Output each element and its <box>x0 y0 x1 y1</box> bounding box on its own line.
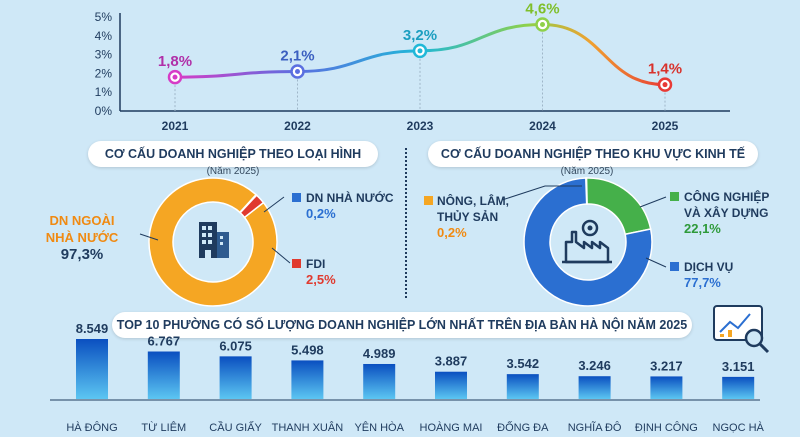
label-fdi: FDI 2,5% <box>306 257 336 287</box>
analytics-icon <box>713 305 770 354</box>
label-dich-vu: DỊCH VỤ 77,7% <box>684 260 734 290</box>
line-data-label: 4,6% <box>525 1 559 18</box>
donut2-title: CƠ CẤU DOANH NGHIỆP THEO KHU VỰC KINH TẾ <box>428 141 758 167</box>
bars-title: TOP 10 PHƯỜNG CÓ SỐ LƯỢNG DOANH NGHIỆP L… <box>112 312 692 338</box>
vertical-divider <box>405 148 407 298</box>
bar-category-label: HOÀNG MAI <box>420 421 483 434</box>
bar-value-label: 3.151 <box>722 359 755 374</box>
nong-swatch <box>424 196 433 205</box>
bar-category-label: THANH XUÂN <box>272 421 344 434</box>
label-nong-lam-thuy-san: NÔNG, LÂM, THỦY SẢN 0,2% <box>437 194 509 240</box>
bar-value-label: 4.989 <box>363 346 396 361</box>
bar <box>650 376 683 399</box>
line-point-core <box>540 22 545 28</box>
y-tick-label: 3% <box>95 48 113 62</box>
bar-value-label: 3.542 <box>507 356 540 371</box>
bar-value-label: 5.498 <box>291 342 324 357</box>
label-dn-ngoai: DN NGOÀI NHÀ NƯỚC 97,3% <box>45 213 119 263</box>
bar <box>435 371 467 399</box>
label-dn-nha-nuoc: DN NHÀ NƯỚC 0,2% <box>306 191 394 221</box>
factory-icon <box>562 219 612 264</box>
bar <box>363 363 396 399</box>
bar-value-label: 6.767 <box>148 334 181 349</box>
bar <box>291 360 324 399</box>
y-tick-label: 0% <box>95 104 113 118</box>
x-tick-label: 2025 <box>652 119 679 133</box>
x-tick-label: 2023 <box>407 119 434 133</box>
bar-category-label: NGỌC HÀ <box>713 421 765 434</box>
bar-value-label: 3.887 <box>435 354 468 369</box>
x-tick-label: 2021 <box>162 119 189 133</box>
bar-value-label: 3.246 <box>578 358 611 373</box>
donut1-title: CƠ CẤU DOANH NGHIỆP THEO LOẠI HÌNH <box>88 141 378 167</box>
donut-slice <box>239 194 265 219</box>
x-tick-label: 2022 <box>284 119 311 133</box>
bar-category-label: ĐỐNG ĐA <box>497 420 549 434</box>
line-data-label: 1,8% <box>158 53 192 70</box>
bar-value-label: 6.075 <box>219 338 252 353</box>
bar-category-label: HÀ ĐÔNG <box>66 421 117 434</box>
bar <box>578 376 611 399</box>
x-tick-label: 2024 <box>529 119 556 133</box>
line-data-label: 1,4% <box>648 61 682 78</box>
donut-slice <box>148 177 278 307</box>
building-icon <box>199 222 229 258</box>
bar <box>506 374 539 399</box>
line-point-core <box>172 74 178 80</box>
line-point-core <box>417 48 423 54</box>
bar-category-label: NGHĨA ĐÔ <box>568 421 622 434</box>
y-tick-label: 4% <box>95 29 113 43</box>
fdi-swatch <box>292 259 301 268</box>
bar-category-label: CẦU GIẤY <box>209 421 262 434</box>
donut2-chart <box>523 177 653 307</box>
line-point-core <box>662 82 668 88</box>
donut1-chart <box>148 177 278 307</box>
bar-value-label: 8.549 <box>76 321 109 336</box>
bar <box>219 356 252 399</box>
bar-category-label: ĐỊNH CÔNG <box>635 421 698 434</box>
cn-swatch <box>670 192 679 201</box>
dn-nha-nuoc-swatch <box>292 193 301 202</box>
bar-category-label: TỪ LIÊM <box>141 421 186 434</box>
donut-slice <box>523 177 653 307</box>
bar <box>147 351 180 399</box>
donut1-subtitle: (Năm 2025) <box>206 166 260 177</box>
dv-swatch <box>670 262 679 271</box>
y-tick-label: 1% <box>95 85 113 99</box>
bar <box>722 376 755 399</box>
y-tick-label: 2% <box>95 66 113 80</box>
bar-category-label: YÊN HÒA <box>354 421 404 434</box>
donut2-subtitle: (Năm 2025) <box>560 166 614 177</box>
line-data-label: 2,1% <box>280 48 314 65</box>
line-point-core <box>295 69 300 75</box>
bar-value-label: 3.217 <box>650 358 683 373</box>
label-cong-nghiep: CÔNG NGHIỆP VÀ XÂY DỰNG 22,1% <box>684 190 770 236</box>
growth-line-chart: 1,8% 2,1% 3,2% 4,6% 1,4% 2021 2022 2023 2024 202… <box>95 1 730 133</box>
line-data-label: 3,2% <box>403 27 437 44</box>
y-tick-label: 5% <box>95 10 113 24</box>
bar <box>76 339 108 399</box>
